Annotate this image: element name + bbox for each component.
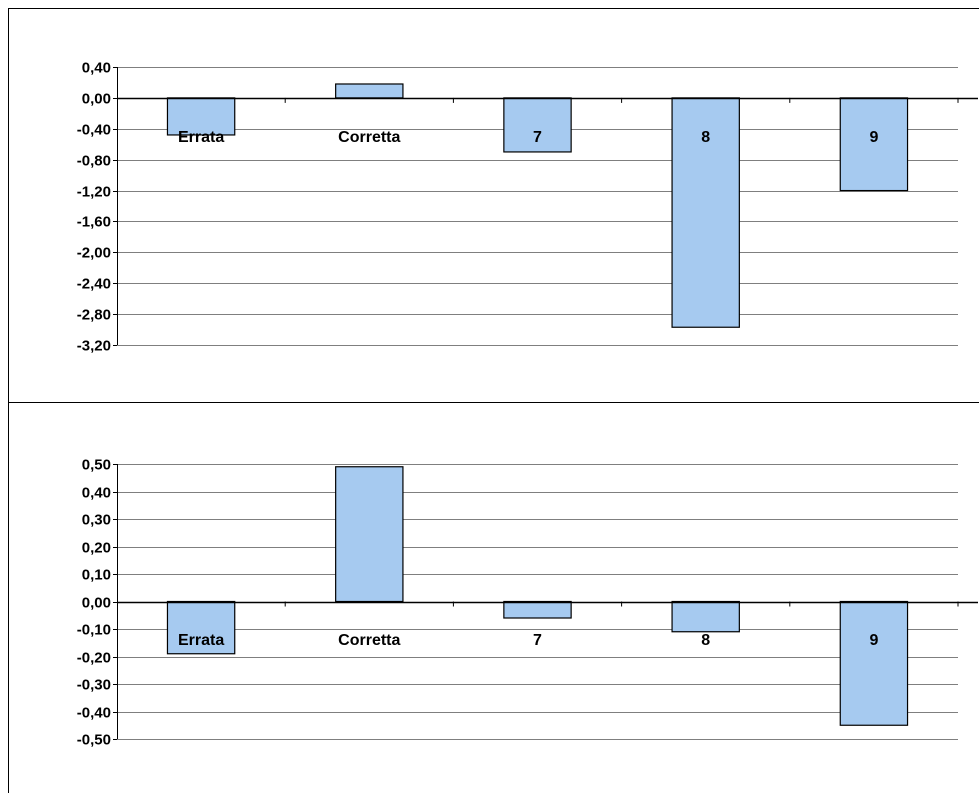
y-tick-label: -1,60 [77,214,111,231]
bar-corretta [335,466,404,603]
category-label: 9 [869,129,878,146]
category-label: Errata [178,632,224,649]
bar-8 [671,600,740,633]
y-tick-label: 0,10 [82,567,111,584]
bar-7 [503,97,572,153]
y-tick-label: 0,50 [82,457,111,474]
y-tick-label: -0,40 [77,122,111,139]
y-tick-label: -2,40 [77,276,111,293]
y-tick-label: -0,30 [77,677,111,694]
y-tick-label: 0,40 [82,60,111,77]
y-tick-label: 0,00 [82,595,111,612]
bar-9 [839,600,909,726]
y-tick-label: -2,80 [77,307,111,324]
category-label: 8 [701,129,710,146]
y-tick-label: -2,00 [77,245,111,262]
bar-9 [839,97,909,192]
y-tick-label: -1,20 [77,184,111,201]
category-label: 7 [533,129,542,146]
bar-errata [166,600,236,655]
category-label: 9 [869,632,878,649]
bar-7 [503,600,572,619]
bar-corretta [335,83,404,99]
y-tick-label: 0,30 [82,512,111,529]
category-label: 8 [701,632,710,649]
y-tick-label: 0,20 [82,540,111,557]
category-label: 7 [533,632,542,649]
y-tick-label: -3,20 [77,338,111,355]
category-label: Corretta [338,129,400,146]
bar-errata [166,97,236,136]
category-label: Corretta [338,632,400,649]
y-tick-label: 0,00 [82,91,111,108]
bottom-bar-chart: 0,50 0,40 0,30 0,20 0,10 0,00 -0,10 -0,20 -0,30 -… [77,457,978,749]
y-tick-label: -0,80 [77,153,111,170]
bar-8 [671,97,740,328]
category-label: Errata [178,129,224,146]
y-tick-label: -0,40 [77,705,111,722]
y-tick-label: 0,40 [82,485,111,502]
top-bar-chart: 0,40 0,00 -0,40 -0,80 -1,20 -1,60 -2,00 -2,40 -2… [77,60,978,355]
y-tick-label: -0,10 [77,622,111,639]
y-tick-label: -0,20 [77,650,111,667]
y-tick-label: -0,50 [77,732,111,749]
